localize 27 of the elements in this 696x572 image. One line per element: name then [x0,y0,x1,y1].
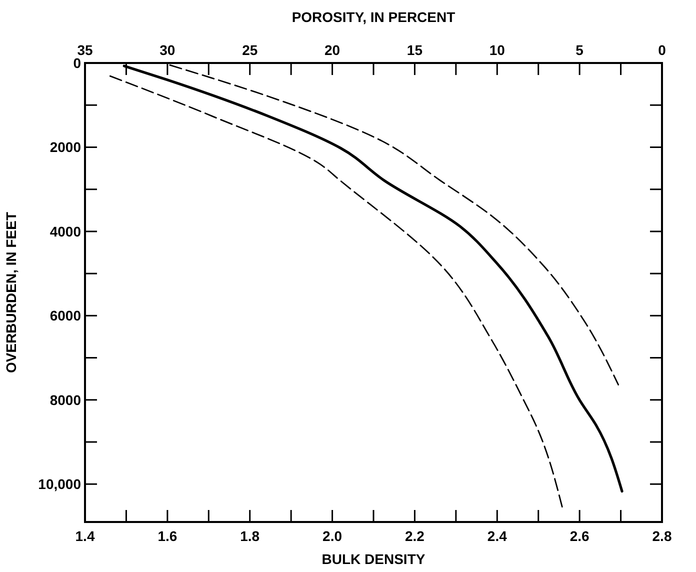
x-tick-label: 2.8 [652,528,672,544]
y-tick-label: 2000 [50,139,82,156]
x2-tick-label: 30 [160,42,176,58]
x2-tick-label: 15 [406,42,423,58]
x2-tick-label: 25 [242,42,258,58]
x2-tick-label: 5 [576,42,584,58]
y-axis-title: OVERBURDEN, IN FEET [3,212,19,374]
x-axis-title: BULK DENSITY [322,551,426,567]
y-tick-label: 0 [73,55,82,71]
x2-tick-label: 0 [658,42,666,58]
x-tick-label: 2.6 [570,528,590,544]
x-tick-label: 2.2 [404,528,425,544]
x-tick-label: 1.4 [75,528,95,544]
x-tick-label: 1.8 [240,528,260,544]
line-series [109,75,563,508]
y-tick-label: 10,000 [38,476,82,492]
line-series [122,64,624,493]
x-tick-label: 1.6 [158,528,178,544]
x2-tick-label: 20 [324,42,340,58]
x2-axis-title: POROSITY, IN PERCENT [292,9,456,25]
y-tick-label: 8000 [50,392,82,408]
x-tick-label: 2.4 [487,528,508,544]
x2-tick-label: 35 [77,42,93,58]
y-tick-label: 6000 [50,308,82,324]
x2-tick-label: 10 [489,42,506,58]
x-tick-label: 2.0 [322,528,342,544]
y-tick-label: 4000 [50,223,82,240]
